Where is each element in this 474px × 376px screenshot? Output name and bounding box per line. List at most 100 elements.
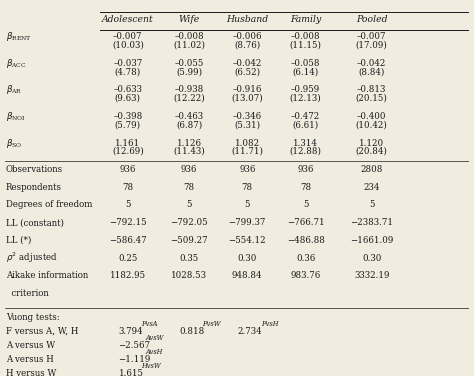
Text: 936: 936 xyxy=(181,165,197,174)
Text: $\beta_{\mathregular{RENT}}$: $\beta_{\mathregular{RENT}}$ xyxy=(6,30,31,43)
Text: (6.14): (6.14) xyxy=(292,67,319,76)
Text: 5: 5 xyxy=(369,200,374,209)
Text: Vuong tests:: Vuong tests: xyxy=(6,312,59,321)
Text: –0.058: –0.058 xyxy=(291,59,320,68)
Text: FvsW: FvsW xyxy=(202,320,221,328)
Text: –0.042: –0.042 xyxy=(233,59,262,68)
Text: –0.633: –0.633 xyxy=(113,85,142,94)
Text: 5: 5 xyxy=(186,200,192,209)
Text: Pooled: Pooled xyxy=(356,15,387,24)
Text: 1.161: 1.161 xyxy=(115,138,140,147)
Text: (8.84): (8.84) xyxy=(358,67,385,76)
Text: (9.63): (9.63) xyxy=(115,94,141,103)
Text: 1.126: 1.126 xyxy=(177,138,201,147)
Text: (11.71): (11.71) xyxy=(231,147,263,156)
Text: (11.43): (11.43) xyxy=(173,147,205,156)
Text: F versus A, W, H: F versus A, W, H xyxy=(6,326,78,335)
Text: 936: 936 xyxy=(119,165,136,174)
Text: (12.69): (12.69) xyxy=(112,147,144,156)
Text: –0.959: –0.959 xyxy=(291,85,320,94)
Text: 5: 5 xyxy=(125,200,131,209)
Text: HvsW: HvsW xyxy=(141,362,161,370)
Text: Adolescent: Adolescent xyxy=(102,15,154,24)
Text: 1182.95: 1182.95 xyxy=(110,271,146,280)
Text: (13.07): (13.07) xyxy=(231,94,263,103)
Text: A versus H: A versus H xyxy=(6,355,54,364)
Text: −586.47: −586.47 xyxy=(109,236,146,245)
Text: 234: 234 xyxy=(364,183,380,192)
Text: Husband: Husband xyxy=(226,15,268,24)
Text: –0.042: –0.042 xyxy=(357,59,386,68)
Text: −509.27: −509.27 xyxy=(170,236,208,245)
Text: $\beta_{\mathregular{ACC}}$: $\beta_{\mathregular{ACC}}$ xyxy=(6,57,27,70)
Text: −766.71: −766.71 xyxy=(287,218,325,227)
Text: (17.09): (17.09) xyxy=(356,41,388,50)
Text: Observations: Observations xyxy=(6,165,63,174)
Text: LL (constant): LL (constant) xyxy=(6,218,64,227)
Text: −1.119: −1.119 xyxy=(118,355,151,364)
Text: (4.78): (4.78) xyxy=(115,67,141,76)
Text: H versus W: H versus W xyxy=(6,368,56,376)
Text: −554.12: −554.12 xyxy=(228,236,266,245)
Text: −799.37: −799.37 xyxy=(228,218,266,227)
Text: −792.15: −792.15 xyxy=(109,218,146,227)
Text: –0.463: –0.463 xyxy=(174,112,204,121)
Text: –0.007: –0.007 xyxy=(113,32,143,41)
Text: $\rho^2$ adjusted: $\rho^2$ adjusted xyxy=(6,251,57,265)
Text: 78: 78 xyxy=(242,183,253,192)
Text: (6.52): (6.52) xyxy=(234,67,260,76)
Text: –0.006: –0.006 xyxy=(232,32,262,41)
Text: (10.03): (10.03) xyxy=(112,41,144,50)
Text: Degrees of freedom: Degrees of freedom xyxy=(6,200,92,209)
Text: –0.400: –0.400 xyxy=(357,112,386,121)
Text: $\beta_{\mathregular{NOI}}$: $\beta_{\mathregular{NOI}}$ xyxy=(6,110,26,123)
Text: criterion: criterion xyxy=(6,289,48,298)
Text: (11.15): (11.15) xyxy=(290,41,322,50)
Text: (20.15): (20.15) xyxy=(356,94,388,103)
Text: –0.472: –0.472 xyxy=(291,112,320,121)
Text: 1.082: 1.082 xyxy=(235,138,260,147)
Text: (6.61): (6.61) xyxy=(292,120,319,129)
Text: 0.818: 0.818 xyxy=(180,326,205,335)
Text: (8.76): (8.76) xyxy=(234,41,260,50)
Text: –0.346: –0.346 xyxy=(233,112,262,121)
Text: −1661.09: −1661.09 xyxy=(350,236,393,245)
Text: 0.35: 0.35 xyxy=(180,253,199,262)
Text: (10.42): (10.42) xyxy=(356,120,388,129)
Text: 1028.53: 1028.53 xyxy=(171,271,207,280)
Text: –0.398: –0.398 xyxy=(113,112,143,121)
Text: (5.79): (5.79) xyxy=(115,120,141,129)
Text: (12.88): (12.88) xyxy=(290,147,322,156)
Text: –0.008: –0.008 xyxy=(174,32,204,41)
Text: 948.84: 948.84 xyxy=(232,271,263,280)
Text: 1.314: 1.314 xyxy=(293,138,318,147)
Text: –0.008: –0.008 xyxy=(291,32,320,41)
Text: (11.02): (11.02) xyxy=(173,41,205,50)
Text: –0.813: –0.813 xyxy=(357,85,386,94)
Text: 78: 78 xyxy=(122,183,133,192)
Text: AvsH: AvsH xyxy=(146,348,163,356)
Text: Family: Family xyxy=(290,15,321,24)
Text: AvsW: AvsW xyxy=(146,334,164,342)
Text: 2.734: 2.734 xyxy=(238,326,263,335)
Text: 3.794: 3.794 xyxy=(118,326,143,335)
Text: 0.30: 0.30 xyxy=(237,253,257,262)
Text: $\beta_{\mathregular{SO}}$: $\beta_{\mathregular{SO}}$ xyxy=(6,136,22,150)
Text: 2808: 2808 xyxy=(361,165,383,174)
Text: −792.05: −792.05 xyxy=(170,218,208,227)
Text: Respondents: Respondents xyxy=(6,183,62,192)
Text: 936: 936 xyxy=(239,165,255,174)
Text: LL (*): LL (*) xyxy=(6,236,31,245)
Text: −486.88: −486.88 xyxy=(287,236,325,245)
Text: FvsH: FvsH xyxy=(261,320,278,328)
Text: −2.567: −2.567 xyxy=(118,341,151,350)
Text: (5.31): (5.31) xyxy=(234,120,260,129)
Text: (12.13): (12.13) xyxy=(290,94,322,103)
Text: 3332.19: 3332.19 xyxy=(354,271,390,280)
Text: 0.25: 0.25 xyxy=(118,253,137,262)
Text: 0.30: 0.30 xyxy=(362,253,382,262)
Text: 1.120: 1.120 xyxy=(359,138,384,147)
Text: –0.007: –0.007 xyxy=(357,32,386,41)
Text: Aikake information: Aikake information xyxy=(6,271,88,280)
Text: Wife: Wife xyxy=(179,15,200,24)
